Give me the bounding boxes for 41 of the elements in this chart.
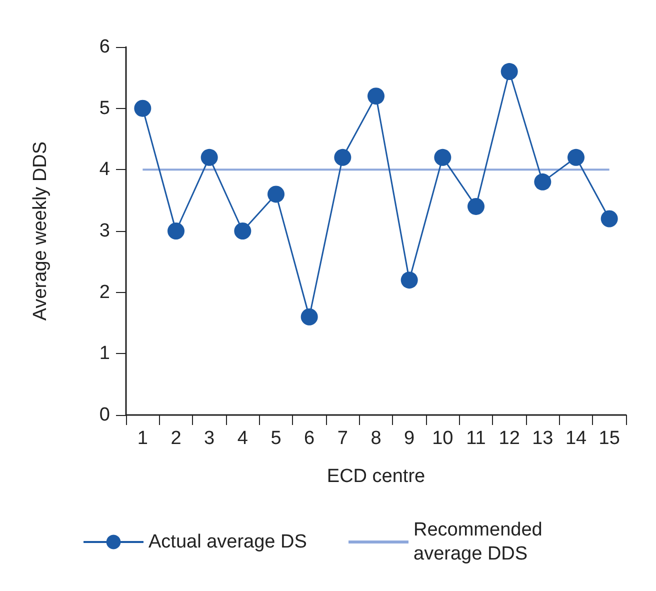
point — [200, 148, 218, 166]
point — [568, 148, 584, 166]
point — [468, 198, 484, 215]
point — [234, 222, 252, 240]
point — [600, 210, 618, 228]
point — [268, 186, 284, 203]
y-axis-title: Average weekly DDS — [30, 141, 51, 321]
y-tick-label: 2 — [99, 282, 110, 303]
y-tick-label: 1 — [99, 343, 110, 364]
x-axis-title: ECD centre — [326, 466, 426, 487]
point — [300, 308, 318, 326]
x-tick-label: 15 — [598, 428, 620, 449]
point — [334, 148, 352, 166]
y-tick-label: 3 — [99, 220, 110, 242]
point — [534, 173, 552, 190]
point — [368, 88, 384, 105]
legend-label: Recommended average DDS — [414, 520, 548, 564]
x-tick-label: 11 — [466, 428, 486, 449]
point — [434, 148, 452, 166]
x-tick-label: 2 — [170, 428, 182, 449]
x-tick-label: 4 — [237, 428, 248, 449]
legend-label: Actual average DS — [148, 532, 307, 552]
x-tick-label: 10 — [432, 428, 454, 449]
point — [500, 63, 518, 80]
point — [400, 272, 418, 289]
x-tick-label: 8 — [370, 428, 382, 449]
x-tick-label: 3 — [204, 428, 215, 449]
x-tick-label: 12 — [498, 428, 520, 449]
x-tick-label: 6 — [304, 428, 315, 449]
x-tick-label: 7 — [337, 428, 348, 449]
y-tick-label: 0 — [99, 404, 110, 426]
point — [134, 100, 152, 117]
y-tick-label: 4 — [99, 159, 110, 180]
x-tick-label: 9 — [404, 428, 415, 449]
y-tick-label: 6 — [99, 36, 110, 58]
x-tick-label: 14 — [565, 428, 587, 449]
y-tick-label: 5 — [99, 98, 110, 119]
point — [168, 222, 184, 240]
x-tick-label: 13 — [532, 428, 554, 449]
x-tick-label: 1 — [137, 428, 148, 449]
x-tick-label: 5 — [270, 428, 282, 449]
